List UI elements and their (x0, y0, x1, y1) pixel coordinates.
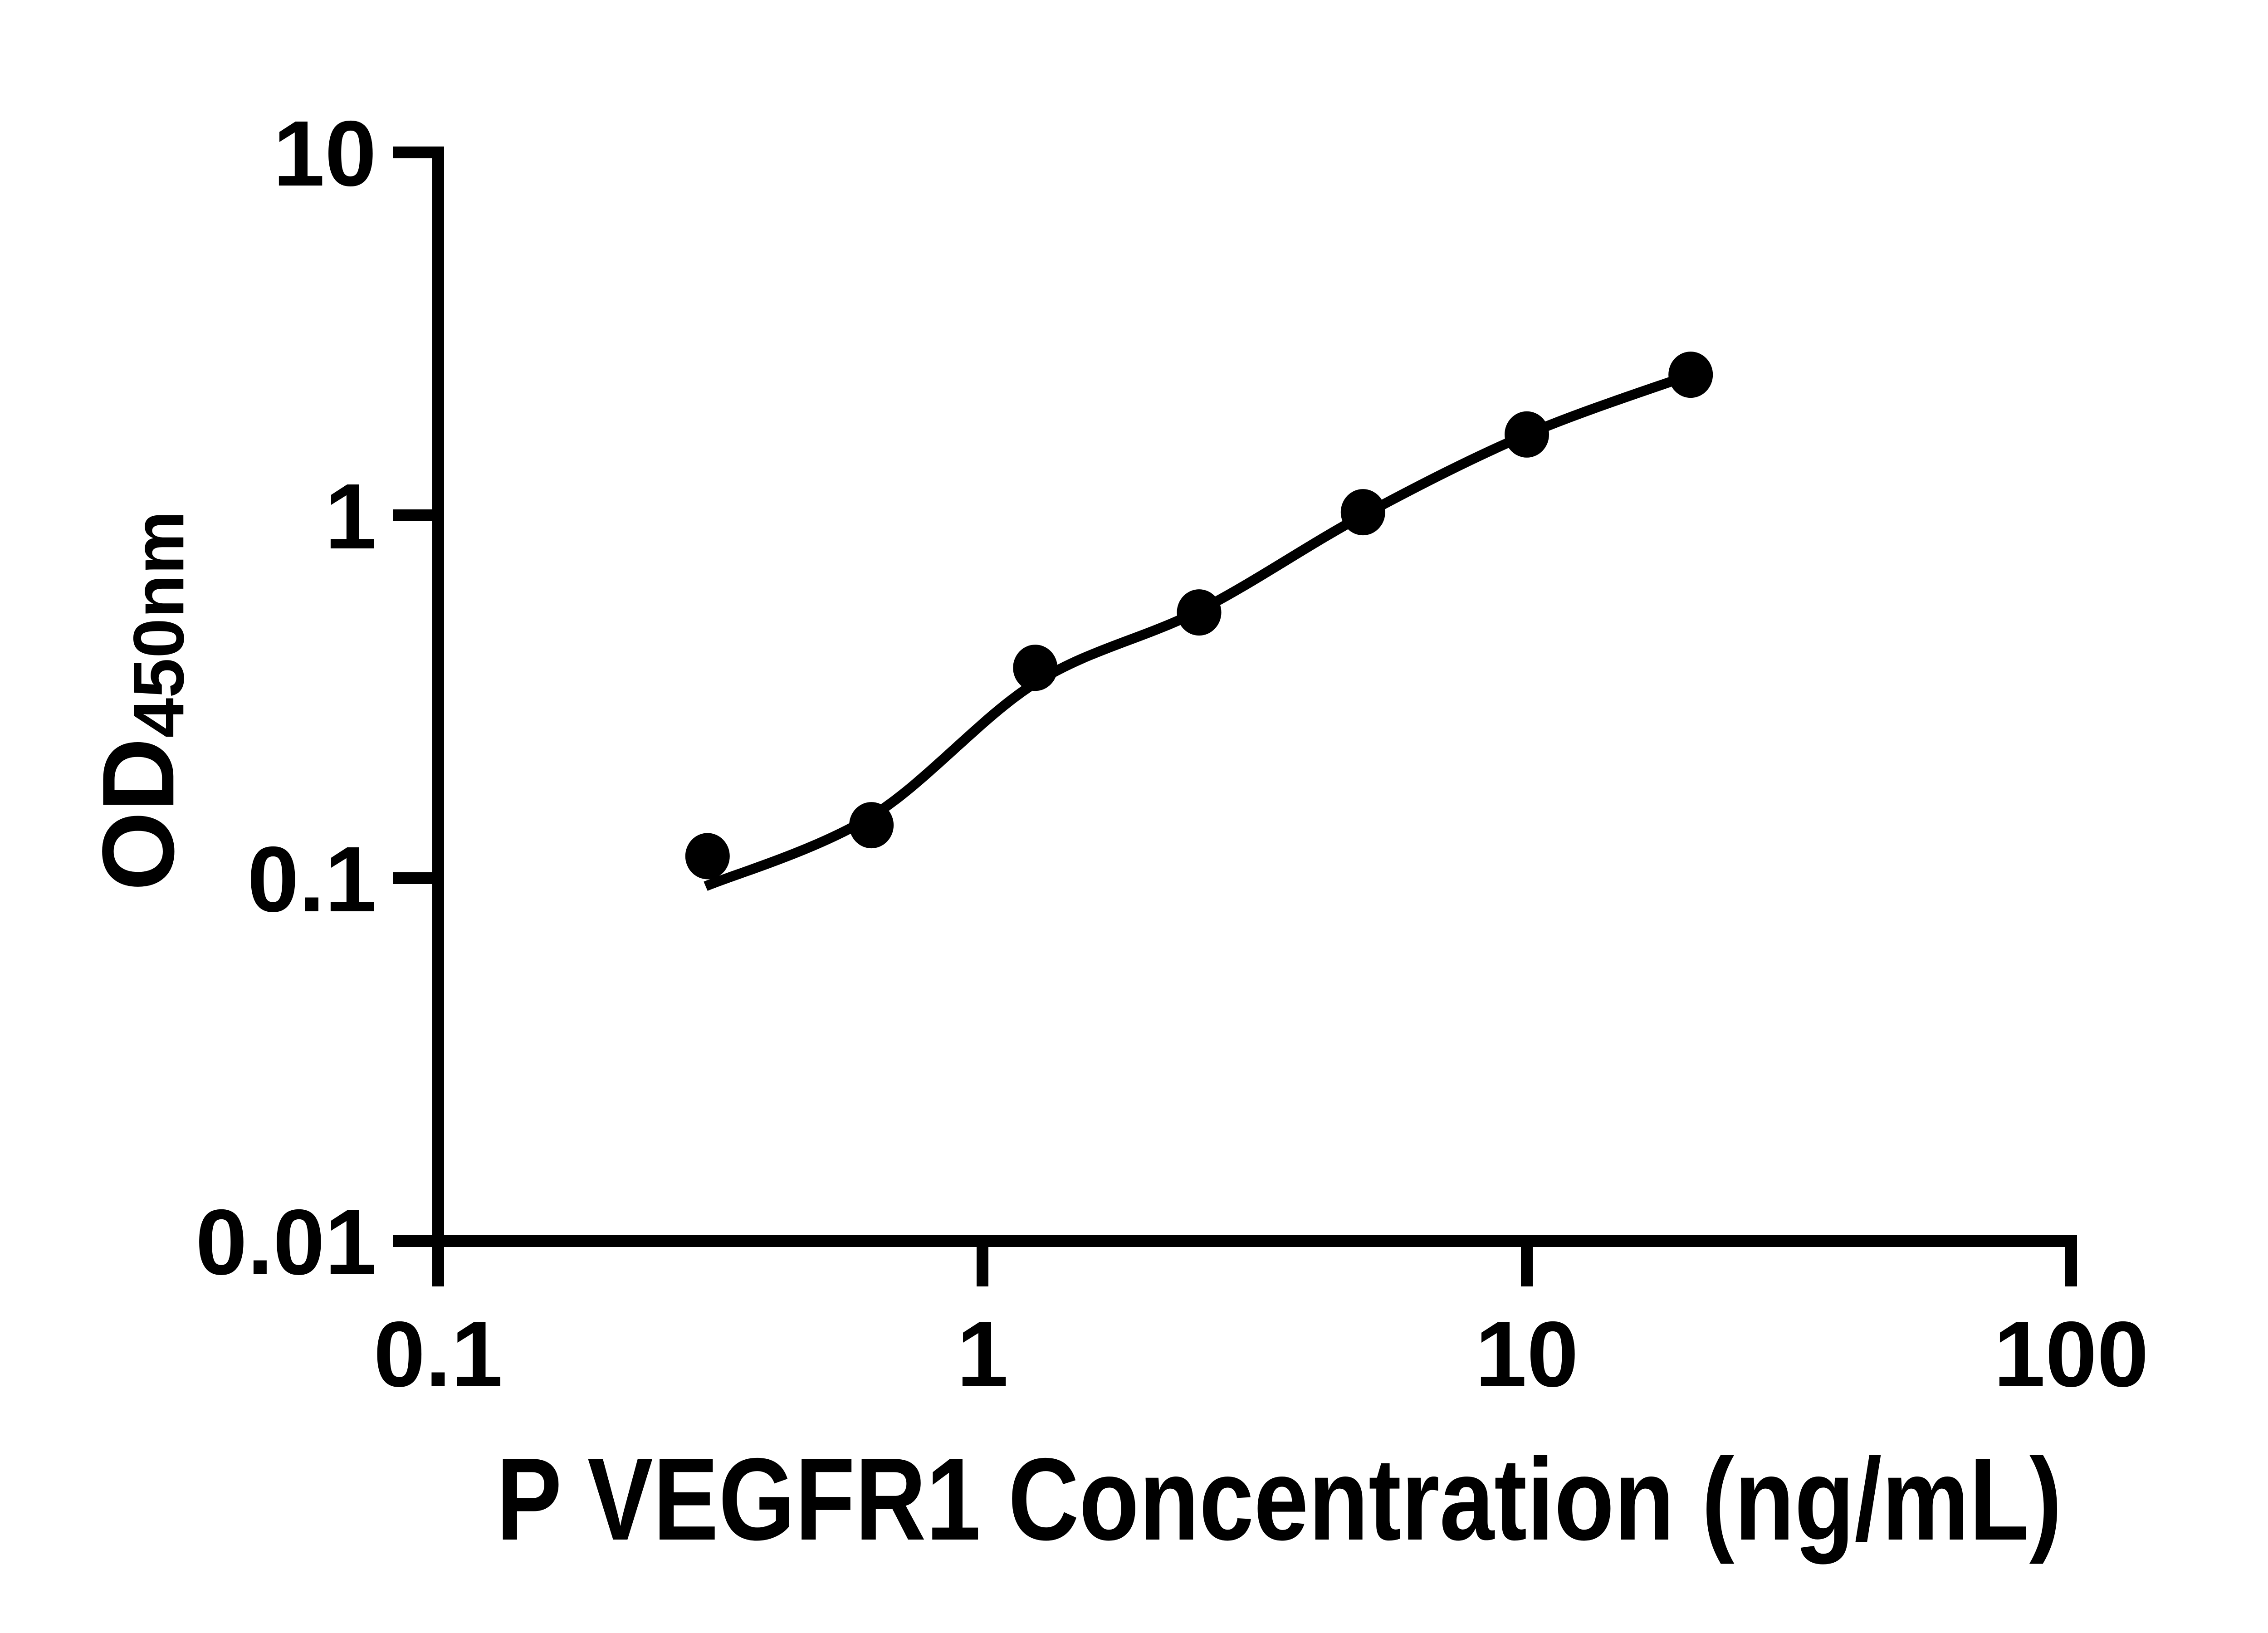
y-axis-title-subscript: 450nm (119, 510, 199, 738)
data-point-2 (849, 802, 894, 849)
y-tick-label-1: 1 (325, 464, 376, 568)
y-axis-title-main: OD (81, 738, 196, 891)
axis-spines (432, 147, 2077, 1247)
y-tick-label-0.01: 0.01 (196, 1190, 376, 1294)
x-tick-label-100: 100 (1994, 1302, 2149, 1406)
y-tick-label-10: 10 (273, 102, 376, 205)
x-axis-title-text: P VEGFR1 Concentration (ng/mL) (496, 1433, 2062, 1565)
data-point-5 (1340, 489, 1385, 536)
y-tick-label-0.1: 0.1 (247, 827, 376, 931)
data-point-4 (1177, 589, 1222, 636)
data-point-6 (1505, 411, 1549, 458)
x-tick-label-0.1: 0.1 (374, 1302, 503, 1406)
x-tick-label-10: 10 (1475, 1302, 1579, 1406)
data-point-7 (1668, 352, 1713, 398)
data-point-3 (1013, 645, 1058, 691)
x-axis-title: P VEGFR1 Concentration (ng/mL) (347, 1429, 2211, 1569)
y-axis-title: OD450nm (81, 511, 199, 891)
x-tick-label-1: 1 (957, 1302, 1008, 1406)
data-point-1 (685, 833, 730, 880)
